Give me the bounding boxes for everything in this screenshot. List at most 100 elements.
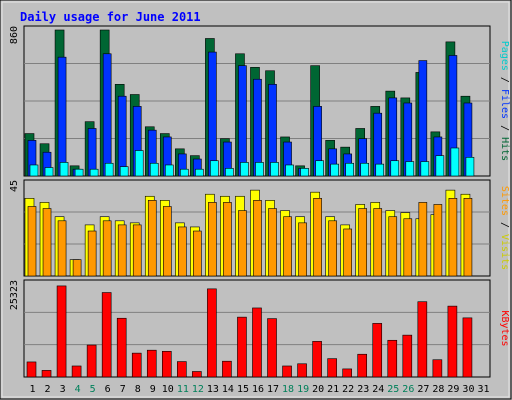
- bar-sites-19: [298, 222, 307, 277]
- side-label-separator: /: [499, 216, 510, 234]
- bar-files-7: [117, 95, 127, 177]
- bar-kbytes-11: [177, 361, 187, 378]
- y-max-label: 45: [9, 180, 20, 192]
- side-label-sites: Sites: [499, 186, 510, 216]
- x-tick-1: 1: [30, 384, 36, 395]
- y-max-label: 25323: [9, 280, 20, 310]
- bar-pages-8: [134, 150, 144, 177]
- x-tick-7: 7: [120, 384, 126, 395]
- bar-pages-30: [465, 157, 475, 177]
- bar-files-3: [57, 56, 67, 177]
- bar-pages-11: [180, 168, 189, 177]
- x-tick-9: 9: [150, 384, 156, 395]
- bar-pages-2: [44, 167, 54, 177]
- x-tick-4: 4: [75, 384, 81, 395]
- x-tick-17: 17: [267, 384, 279, 395]
- bar-pages-26: [405, 161, 415, 177]
- bar-kbytes-18: [282, 365, 292, 378]
- x-tick-8: 8: [135, 384, 141, 395]
- x-tick-25: 25: [387, 384, 399, 395]
- bar-files-13: [208, 51, 217, 177]
- x-tick-16: 16: [252, 384, 264, 395]
- side-label-visits: Visits: [499, 234, 510, 270]
- bar-sites-26: [403, 218, 413, 277]
- x-tick-13: 13: [207, 384, 219, 395]
- bar-pages-21: [330, 163, 339, 177]
- y-max-label: 860: [9, 26, 20, 44]
- x-tick-11: 11: [177, 384, 189, 395]
- bar-kbytes-15: [237, 316, 247, 378]
- bar-kbytes-28: [432, 359, 443, 378]
- bar-kbytes-3: [56, 285, 67, 378]
- chart-panels: 860 Pages / Files / Hits 45 Sites / Visits 2…: [9, 25, 510, 378]
- x-tick-27: 27: [417, 384, 429, 395]
- x-tick-29: 29: [447, 384, 459, 395]
- bar-pages-22: [345, 162, 354, 177]
- bar-sites-9: [147, 200, 157, 277]
- bar-kbytes-5: [86, 344, 97, 378]
- bar-kbytes-19: [297, 363, 307, 378]
- x-tick-24: 24: [372, 384, 384, 395]
- bar-sites-10: [162, 206, 172, 277]
- bar-sites-23: [358, 208, 368, 277]
- bar-kbytes-23: [357, 353, 368, 378]
- bar-pages-4: [74, 168, 84, 177]
- x-tick-6: 6: [105, 384, 111, 395]
- bar-sites-12: [193, 230, 202, 277]
- bar-pages-6: [104, 162, 114, 177]
- bar-kbytes-7: [116, 317, 127, 378]
- x-tick-12: 12: [192, 384, 204, 395]
- bar-kbytes-17: [267, 318, 277, 378]
- panel-kbytes: 25323 KBytes: [9, 279, 510, 378]
- bar-kbytes-20: [312, 341, 322, 378]
- bar-pages-20: [315, 160, 324, 177]
- side-label-files: Files: [499, 89, 510, 119]
- bar-kbytes-8: [131, 352, 142, 378]
- bar-sites-5: [87, 230, 97, 277]
- bar-kbytes-26: [402, 334, 413, 378]
- side-label-hits: Hits: [499, 137, 510, 161]
- bar-sites-17: [268, 208, 277, 277]
- side-label-separator: /: [499, 71, 510, 89]
- bar-sites-22: [343, 228, 352, 277]
- x-tick-18: 18: [282, 384, 294, 395]
- bar-pages-7: [119, 166, 129, 177]
- x-tick-20: 20: [312, 384, 324, 395]
- bar-pages-29: [450, 147, 460, 177]
- bar-kbytes-24: [372, 323, 383, 378]
- bar-sites-3: [57, 220, 67, 277]
- bar-kbytes-13: [207, 288, 217, 378]
- x-tick-26: 26: [402, 384, 414, 395]
- panel-visits-sites: 45 Sites / Visits: [9, 179, 510, 277]
- x-tick-22: 22: [342, 384, 354, 395]
- side-label-kbytes: KBytes: [499, 310, 510, 346]
- bar-pages-5: [89, 168, 99, 177]
- bar-sites-24: [373, 208, 383, 277]
- bar-pages-27: [420, 161, 430, 177]
- bar-pages-16: [255, 162, 264, 177]
- x-tick-5: 5: [90, 384, 96, 395]
- bar-kbytes-25: [387, 339, 398, 378]
- bar-pages-23: [360, 162, 370, 177]
- bar-sites-25: [388, 216, 398, 277]
- bar-sites-15: [238, 210, 247, 277]
- bar-files-27: [418, 60, 428, 177]
- bar-sites-1: [27, 206, 37, 277]
- bar-kbytes-6: [101, 292, 112, 378]
- x-tick-14: 14: [222, 384, 234, 395]
- side-label-hits-files-pages: Pages / Files / Hits: [499, 41, 510, 161]
- bar-pages-12: [195, 168, 204, 177]
- bar-pages-3: [59, 162, 69, 177]
- bar-sites-11: [178, 226, 187, 277]
- bar-sites-6: [102, 220, 112, 277]
- bar-sites-8: [132, 224, 142, 277]
- bar-kbytes-27: [417, 301, 428, 378]
- side-label-separator: /: [499, 119, 510, 137]
- x-tick-2: 2: [45, 384, 51, 395]
- bar-pages-25: [390, 160, 400, 177]
- bar-files-6: [102, 53, 112, 177]
- bar-pages-19: [300, 168, 309, 177]
- x-axis-ticks: 1 2 3 4 5 6 7 8 9 10 11 12 13 14 15 16 17 18 19 20 21 22 23 24 2…: [30, 384, 490, 395]
- bar-sites-21: [328, 220, 337, 277]
